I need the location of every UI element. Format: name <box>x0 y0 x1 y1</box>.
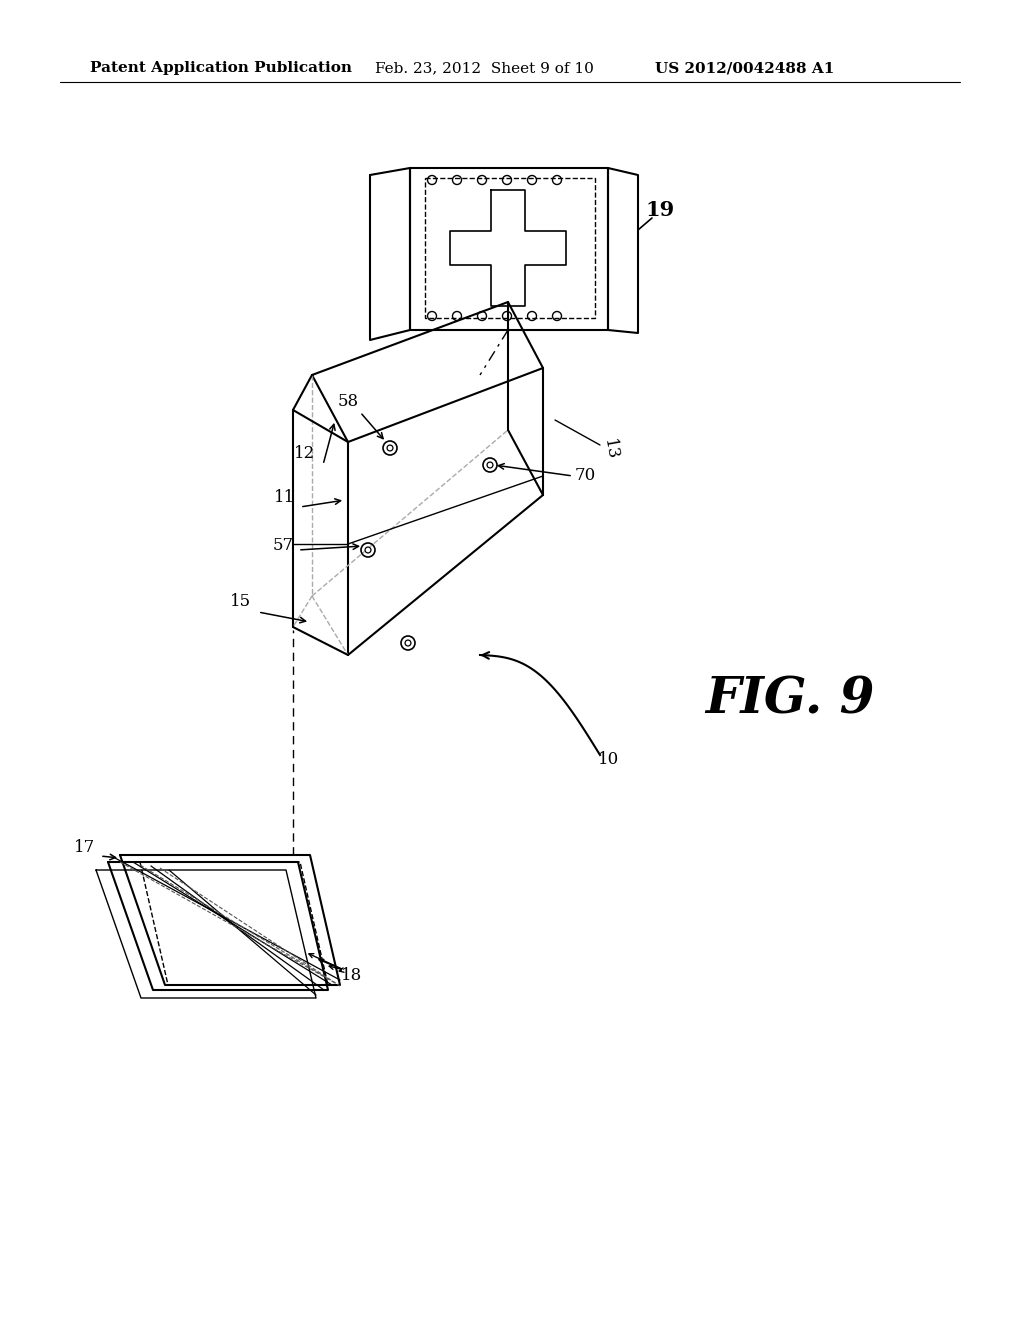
Text: FIG. 9: FIG. 9 <box>706 676 874 725</box>
Text: 10: 10 <box>598 751 620 768</box>
Circle shape <box>366 546 371 553</box>
Text: 15: 15 <box>229 594 251 610</box>
Text: Feb. 23, 2012  Sheet 9 of 10: Feb. 23, 2012 Sheet 9 of 10 <box>375 61 594 75</box>
Text: 12: 12 <box>294 445 315 462</box>
Text: 17: 17 <box>75 840 95 857</box>
Text: 70: 70 <box>574 467 596 484</box>
Text: 18: 18 <box>341 966 362 983</box>
Text: Patent Application Publication: Patent Application Publication <box>90 61 352 75</box>
Text: 19: 19 <box>645 201 675 220</box>
Text: 57: 57 <box>272 536 294 553</box>
Circle shape <box>487 462 493 469</box>
Circle shape <box>387 445 393 451</box>
Text: 11: 11 <box>274 488 296 506</box>
Circle shape <box>406 640 411 645</box>
Text: 58: 58 <box>338 393 358 411</box>
Text: 13: 13 <box>600 438 621 462</box>
Text: US 2012/0042488 A1: US 2012/0042488 A1 <box>655 61 835 75</box>
